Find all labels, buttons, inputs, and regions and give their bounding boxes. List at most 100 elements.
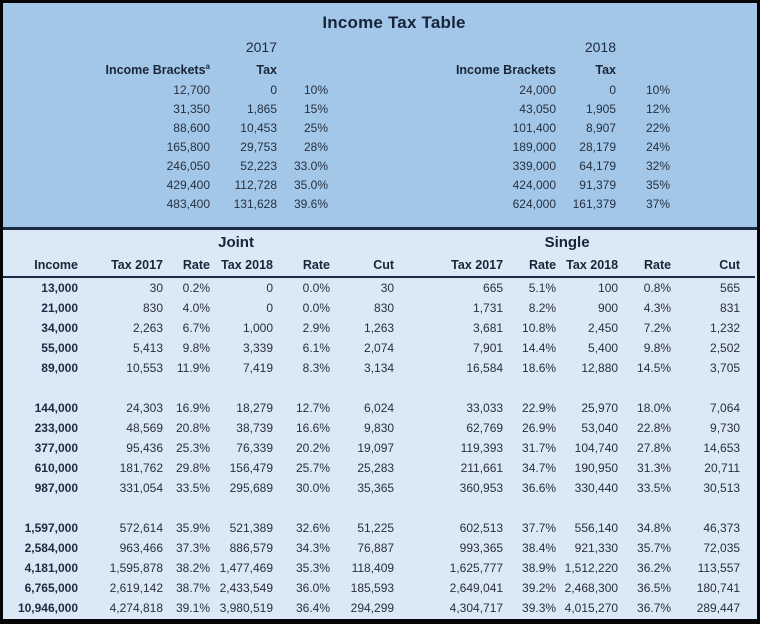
income-cell: 610,000 [34,461,78,475]
bracket-cell: 624,000 [512,197,556,211]
value-cell: 119,393 [460,441,504,455]
table-row: 10,946,000 4,274,818 39.1% 3,980,519 36.4% 29… [3,598,755,618]
value-cell: 76,887 [357,541,395,555]
rate-cell: 39.6% [293,197,328,211]
bracket-cell: 429,400 [166,178,210,192]
value-cell: 39.2% [522,581,557,595]
income-cell: 1,597,000 [24,521,78,535]
value-cell: 39.1% [175,601,210,615]
table-row: 13,000 30 0.2% 0 0.0% 30 665 5.1% 100 0.8% 565 [3,277,755,298]
bracket-row: 12,700 0 10% 24,000 0 10% [7,81,670,100]
value-cell: 25,970 [581,401,619,415]
income-cell: 377,000 [34,441,78,455]
value-cell: 9.8% [182,341,210,355]
bracket-cell: 12,700 [173,83,210,97]
value-cell: 18.6% [522,361,557,375]
value-cell: 33.5% [175,481,210,495]
value-cell: 113,557 [697,561,741,575]
value-cell: 3,339 [242,341,273,355]
value-cell: 2,263 [132,321,163,335]
tax-cell: 1,905 [585,102,616,116]
value-cell: 20,711 [704,461,741,475]
value-cell: 30 [380,281,395,295]
tax-cell: 28,179 [579,140,616,154]
tax-cell: 1,865 [246,102,277,116]
value-cell: 921,330 [574,541,619,555]
value-cell: 35.7% [637,541,672,555]
value-cell: 35.3% [295,561,330,575]
value-cell: 1,000 [242,321,273,335]
rate-cell: 22% [645,121,670,135]
value-cell: 211,661 [460,461,504,475]
column-header-single-0-tax-2017: Tax 2017 [394,255,504,278]
value-cell: 14.4% [522,341,557,355]
value-cell: 20.8% [175,421,210,435]
spacer-cell [3,230,78,255]
value-cell: 295,689 [229,481,273,495]
column-header-joint-1-rate: Rate [163,255,210,278]
column-header-single-4-cut: Cut [671,255,756,278]
value-cell: 36.0% [295,581,330,595]
value-cell: 1,512,220 [564,561,619,575]
value-cell: 10.8% [522,321,557,335]
value-cell: 1,731 [473,301,504,315]
value-cell: 36.4% [295,601,330,615]
tax-cell: 52,223 [240,159,277,173]
value-cell: 10,553 [126,361,163,375]
income-cell: 21,000 [41,301,78,315]
value-cell: 565 [720,281,741,295]
value-cell: 0 [266,281,273,295]
value-cell: 5.1% [528,281,557,295]
group-header-joint: Joint [218,234,254,251]
tax-cell: 112,728 [234,178,278,192]
group-header-single: Single [544,234,590,251]
value-cell: 7.2% [643,321,672,335]
value-cell: 33,033 [466,401,504,415]
value-cell: 38.4% [522,541,557,555]
rate-cell: 32% [645,159,670,173]
column-header-joint-3-rate: Rate [273,255,330,278]
value-cell: 9,730 [710,421,741,435]
rate-cell: 37% [645,197,670,211]
column-header-single-3-rate: Rate [618,255,672,278]
value-cell: 95,436 [126,441,163,455]
year-label-2017: 2017 [245,39,277,55]
table-row: 377,000 95,436 25.3% 76,339 20.2% 19,097 119,3… [3,438,755,458]
income-cell: 144,000 [34,401,78,415]
value-cell: 2,450 [588,321,619,335]
table-row: 144,000 24,303 16.9% 18,279 12.7% 6,024 33,033… [3,398,755,418]
bracket-cell: 101,400 [512,121,556,135]
brackets-header-2018: Income Brackets [455,63,556,77]
value-cell: 62,769 [466,421,504,435]
income-cell: 34,000 [41,321,78,335]
value-cell: 2,502 [710,341,741,355]
value-cell: 31.3% [637,461,672,475]
spacer-cell [7,35,210,60]
value-cell: 8.2% [528,301,557,315]
value-cell: 7,064 [710,401,741,415]
brackets-header-2017: Income Bracketsa [7,60,210,81]
value-cell: 9,830 [364,421,395,435]
value-cell: 32.6% [295,521,330,535]
value-cell: 26.9% [522,421,557,435]
income-cell: 6,765,000 [24,581,78,595]
value-cell: 16.6% [295,421,330,435]
value-cell: 8.3% [302,361,330,375]
comparison-section: Joint Single Income Tax 2017 Rate Tax 2018… [3,230,757,619]
value-cell: 51,225 [357,521,395,535]
value-cell: 5,400 [588,341,619,355]
table-row: 55,000 5,413 9.8% 3,339 6.1% 2,074 7,901 14.4% 5… [3,338,755,358]
column-header-joint-0-tax-2017: Tax 2017 [78,255,163,278]
tax-cell: 0 [270,83,277,97]
group-header-row: Joint Single [3,230,755,255]
value-cell: 36.6% [522,481,557,495]
value-cell: 104,740 [574,441,619,455]
value-cell: 1,625,777 [449,561,504,575]
value-cell: 30 [149,281,163,295]
table-row: 34,000 2,263 6.7% 1,000 2.9% 1,263 3,681 10.8% 2… [3,318,755,338]
value-cell: 36.5% [637,581,672,595]
rate-cell: 10% [645,83,670,97]
value-cell: 76,339 [236,441,273,455]
bracket-cell: 339,000 [512,159,556,173]
